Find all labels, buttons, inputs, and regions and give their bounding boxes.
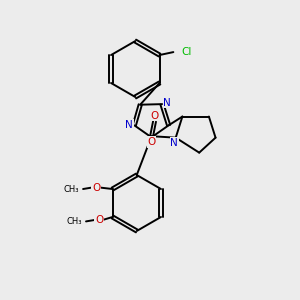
- Text: Cl: Cl: [181, 47, 191, 57]
- Text: O: O: [150, 111, 159, 121]
- Text: N: N: [164, 98, 171, 108]
- Text: N: N: [170, 138, 178, 148]
- Text: N: N: [125, 120, 133, 130]
- Text: O: O: [92, 182, 100, 193]
- Text: CH₃: CH₃: [66, 217, 82, 226]
- Text: O: O: [147, 137, 156, 147]
- Text: CH₃: CH₃: [63, 184, 79, 194]
- Text: O: O: [95, 215, 103, 225]
